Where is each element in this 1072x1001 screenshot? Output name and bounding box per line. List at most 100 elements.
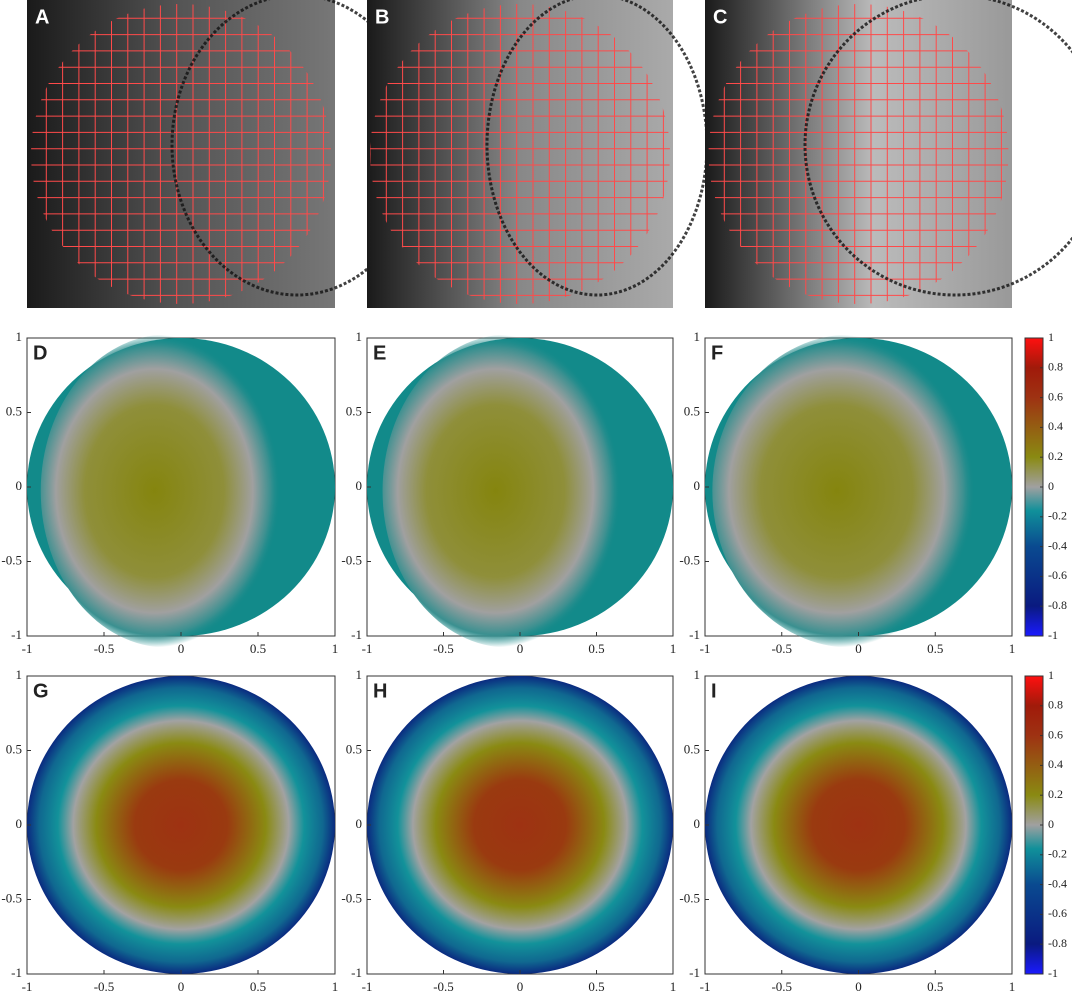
map-panel: H -1 -0.5 0 0.5 1 -1 -0.5 0 0.5 1 bbox=[341, 667, 676, 994]
y-tick-label: 0 bbox=[16, 478, 23, 493]
panel-label: F bbox=[711, 342, 723, 364]
map-panel: F -1 -0.5 0 0.5 1 -1 -0.5 0 0.5 1 1 0.8 0.6 0.4 0.2 0 -0.… bbox=[679, 329, 1067, 656]
y-tick-label: -0.5 bbox=[1, 552, 22, 567]
y-tick-label: -1 bbox=[689, 627, 700, 642]
x-tick-label: -1 bbox=[362, 979, 373, 994]
colorbar-tick-label: -1 bbox=[1048, 628, 1058, 642]
y-tick-label: 0 bbox=[16, 816, 23, 831]
y-tick-label: 0.5 bbox=[684, 403, 700, 418]
colorbar-tick-label: -0.8 bbox=[1048, 936, 1067, 950]
x-tick-label: 0.5 bbox=[250, 641, 266, 656]
y-tick-label: -0.5 bbox=[679, 552, 700, 567]
x-tick-label: 0 bbox=[855, 979, 862, 994]
y-tick-label: 1 bbox=[694, 667, 701, 682]
y-tick-label: -1 bbox=[11, 627, 22, 642]
y-tick-label: 1 bbox=[694, 329, 701, 344]
lenslet-grid bbox=[31, 4, 331, 304]
colorbar-tick-label: 0.4 bbox=[1048, 757, 1063, 771]
map-panel: D -1 -0.5 0 0.5 1 -1 -0.5 0 0.5 1 bbox=[1, 329, 338, 656]
y-tick-label: 0.5 bbox=[6, 741, 22, 756]
x-tick-label: 1 bbox=[332, 979, 339, 994]
wavefront bbox=[367, 676, 673, 974]
y-tick-label: 0 bbox=[694, 478, 701, 493]
colorbar-tick-label: -0.4 bbox=[1048, 538, 1067, 552]
x-tick-label: 0.5 bbox=[588, 641, 604, 656]
pupil-edge bbox=[803, 0, 1072, 297]
x-tick-label: 0 bbox=[517, 979, 524, 994]
panel-label: E bbox=[373, 342, 386, 364]
x-tick-label: 1 bbox=[332, 641, 339, 656]
x-tick-label: -0.5 bbox=[94, 641, 115, 656]
colorbar-tick-label: 0 bbox=[1048, 479, 1054, 493]
y-tick-label: 1 bbox=[16, 667, 23, 682]
x-tick-label: -0.5 bbox=[433, 641, 454, 656]
colorbar-tick-label: 0.6 bbox=[1048, 727, 1063, 741]
image-panel: A bbox=[27, 0, 424, 308]
colorbar-tick-label: 0 bbox=[1048, 817, 1054, 831]
x-tick-label: 0.5 bbox=[927, 641, 943, 656]
colorbar-tick-label: -0.6 bbox=[1048, 568, 1067, 582]
map-panel: I -1 -0.5 0 0.5 1 -1 -0.5 0 0.5 1 1 0.8 0.6 0.4 0.2 0 -0.… bbox=[679, 667, 1067, 994]
y-tick-label: 1 bbox=[16, 329, 23, 344]
y-tick-label: -0.5 bbox=[1, 890, 22, 905]
x-tick-label: 0 bbox=[178, 979, 185, 994]
x-tick-label: -1 bbox=[22, 979, 33, 994]
colorbar-tick-label: -0.2 bbox=[1048, 509, 1067, 523]
colorbar-tick-label: 0.8 bbox=[1048, 698, 1063, 712]
y-tick-label: -1 bbox=[351, 627, 362, 642]
wavefront bbox=[27, 676, 335, 974]
x-tick-label: 0.5 bbox=[927, 979, 943, 994]
panel-label: H bbox=[373, 680, 387, 702]
panel-label: B bbox=[375, 6, 389, 28]
y-tick-label: 0 bbox=[356, 478, 363, 493]
panel-label: C bbox=[713, 6, 727, 28]
colorbar-tick-label: 1 bbox=[1048, 330, 1054, 344]
panel-label: G bbox=[33, 680, 49, 702]
x-tick-label: 0 bbox=[178, 641, 185, 656]
colorbar-tick-label: -1 bbox=[1048, 966, 1058, 980]
y-tick-label: 1 bbox=[356, 329, 363, 344]
colorbar-tick-label: 0.2 bbox=[1048, 787, 1063, 801]
map-panel: E -1 -0.5 0 0.5 1 -1 -0.5 0 0.5 1 bbox=[341, 329, 676, 656]
panel-label: A bbox=[35, 6, 49, 28]
y-tick-label: 0 bbox=[694, 816, 701, 831]
x-tick-label: -0.5 bbox=[433, 979, 454, 994]
colorbar-tick-label: -0.8 bbox=[1048, 598, 1067, 612]
x-tick-label: -1 bbox=[22, 641, 33, 656]
y-tick-label: -1 bbox=[11, 965, 22, 980]
micrograph bbox=[367, 0, 673, 308]
x-tick-label: 1 bbox=[1009, 641, 1016, 656]
x-tick-label: -1 bbox=[700, 641, 711, 656]
image-panel: B bbox=[367, 0, 709, 308]
y-tick-label: 0.5 bbox=[346, 403, 362, 418]
colorbar-tick-label: 0.8 bbox=[1048, 360, 1063, 374]
x-tick-label: -0.5 bbox=[94, 979, 115, 994]
wavefront bbox=[40, 334, 294, 648]
colorbar-tick-label: -0.2 bbox=[1048, 847, 1067, 861]
x-tick-label: 0.5 bbox=[588, 979, 604, 994]
micrograph bbox=[705, 0, 1012, 308]
x-tick-label: 0 bbox=[855, 641, 862, 656]
colorbar-tick-label: 1 bbox=[1048, 668, 1054, 682]
panel-label: D bbox=[33, 342, 47, 364]
x-tick-label: -0.5 bbox=[771, 979, 792, 994]
y-tick-label: -0.5 bbox=[341, 552, 362, 567]
x-tick-label: -1 bbox=[362, 641, 373, 656]
y-tick-label: 0 bbox=[356, 816, 363, 831]
wavefront bbox=[705, 676, 1012, 974]
colorbar-tick-label: 0.6 bbox=[1048, 389, 1063, 403]
x-tick-label: 1 bbox=[670, 641, 677, 656]
micrograph bbox=[27, 0, 335, 308]
image-panel: C bbox=[705, 0, 1072, 308]
x-tick-label: 0 bbox=[517, 641, 524, 656]
y-tick-label: -0.5 bbox=[679, 890, 700, 905]
x-tick-label: 0.5 bbox=[250, 979, 266, 994]
y-tick-label: 0.5 bbox=[346, 741, 362, 756]
panel-label: I bbox=[711, 680, 717, 702]
y-tick-label: 0.5 bbox=[684, 741, 700, 756]
colorbar-tick-label: -0.6 bbox=[1048, 906, 1067, 920]
y-tick-label: 1 bbox=[356, 667, 363, 682]
x-tick-label: -1 bbox=[700, 979, 711, 994]
colorbar-tick-label: 0.2 bbox=[1048, 449, 1063, 463]
